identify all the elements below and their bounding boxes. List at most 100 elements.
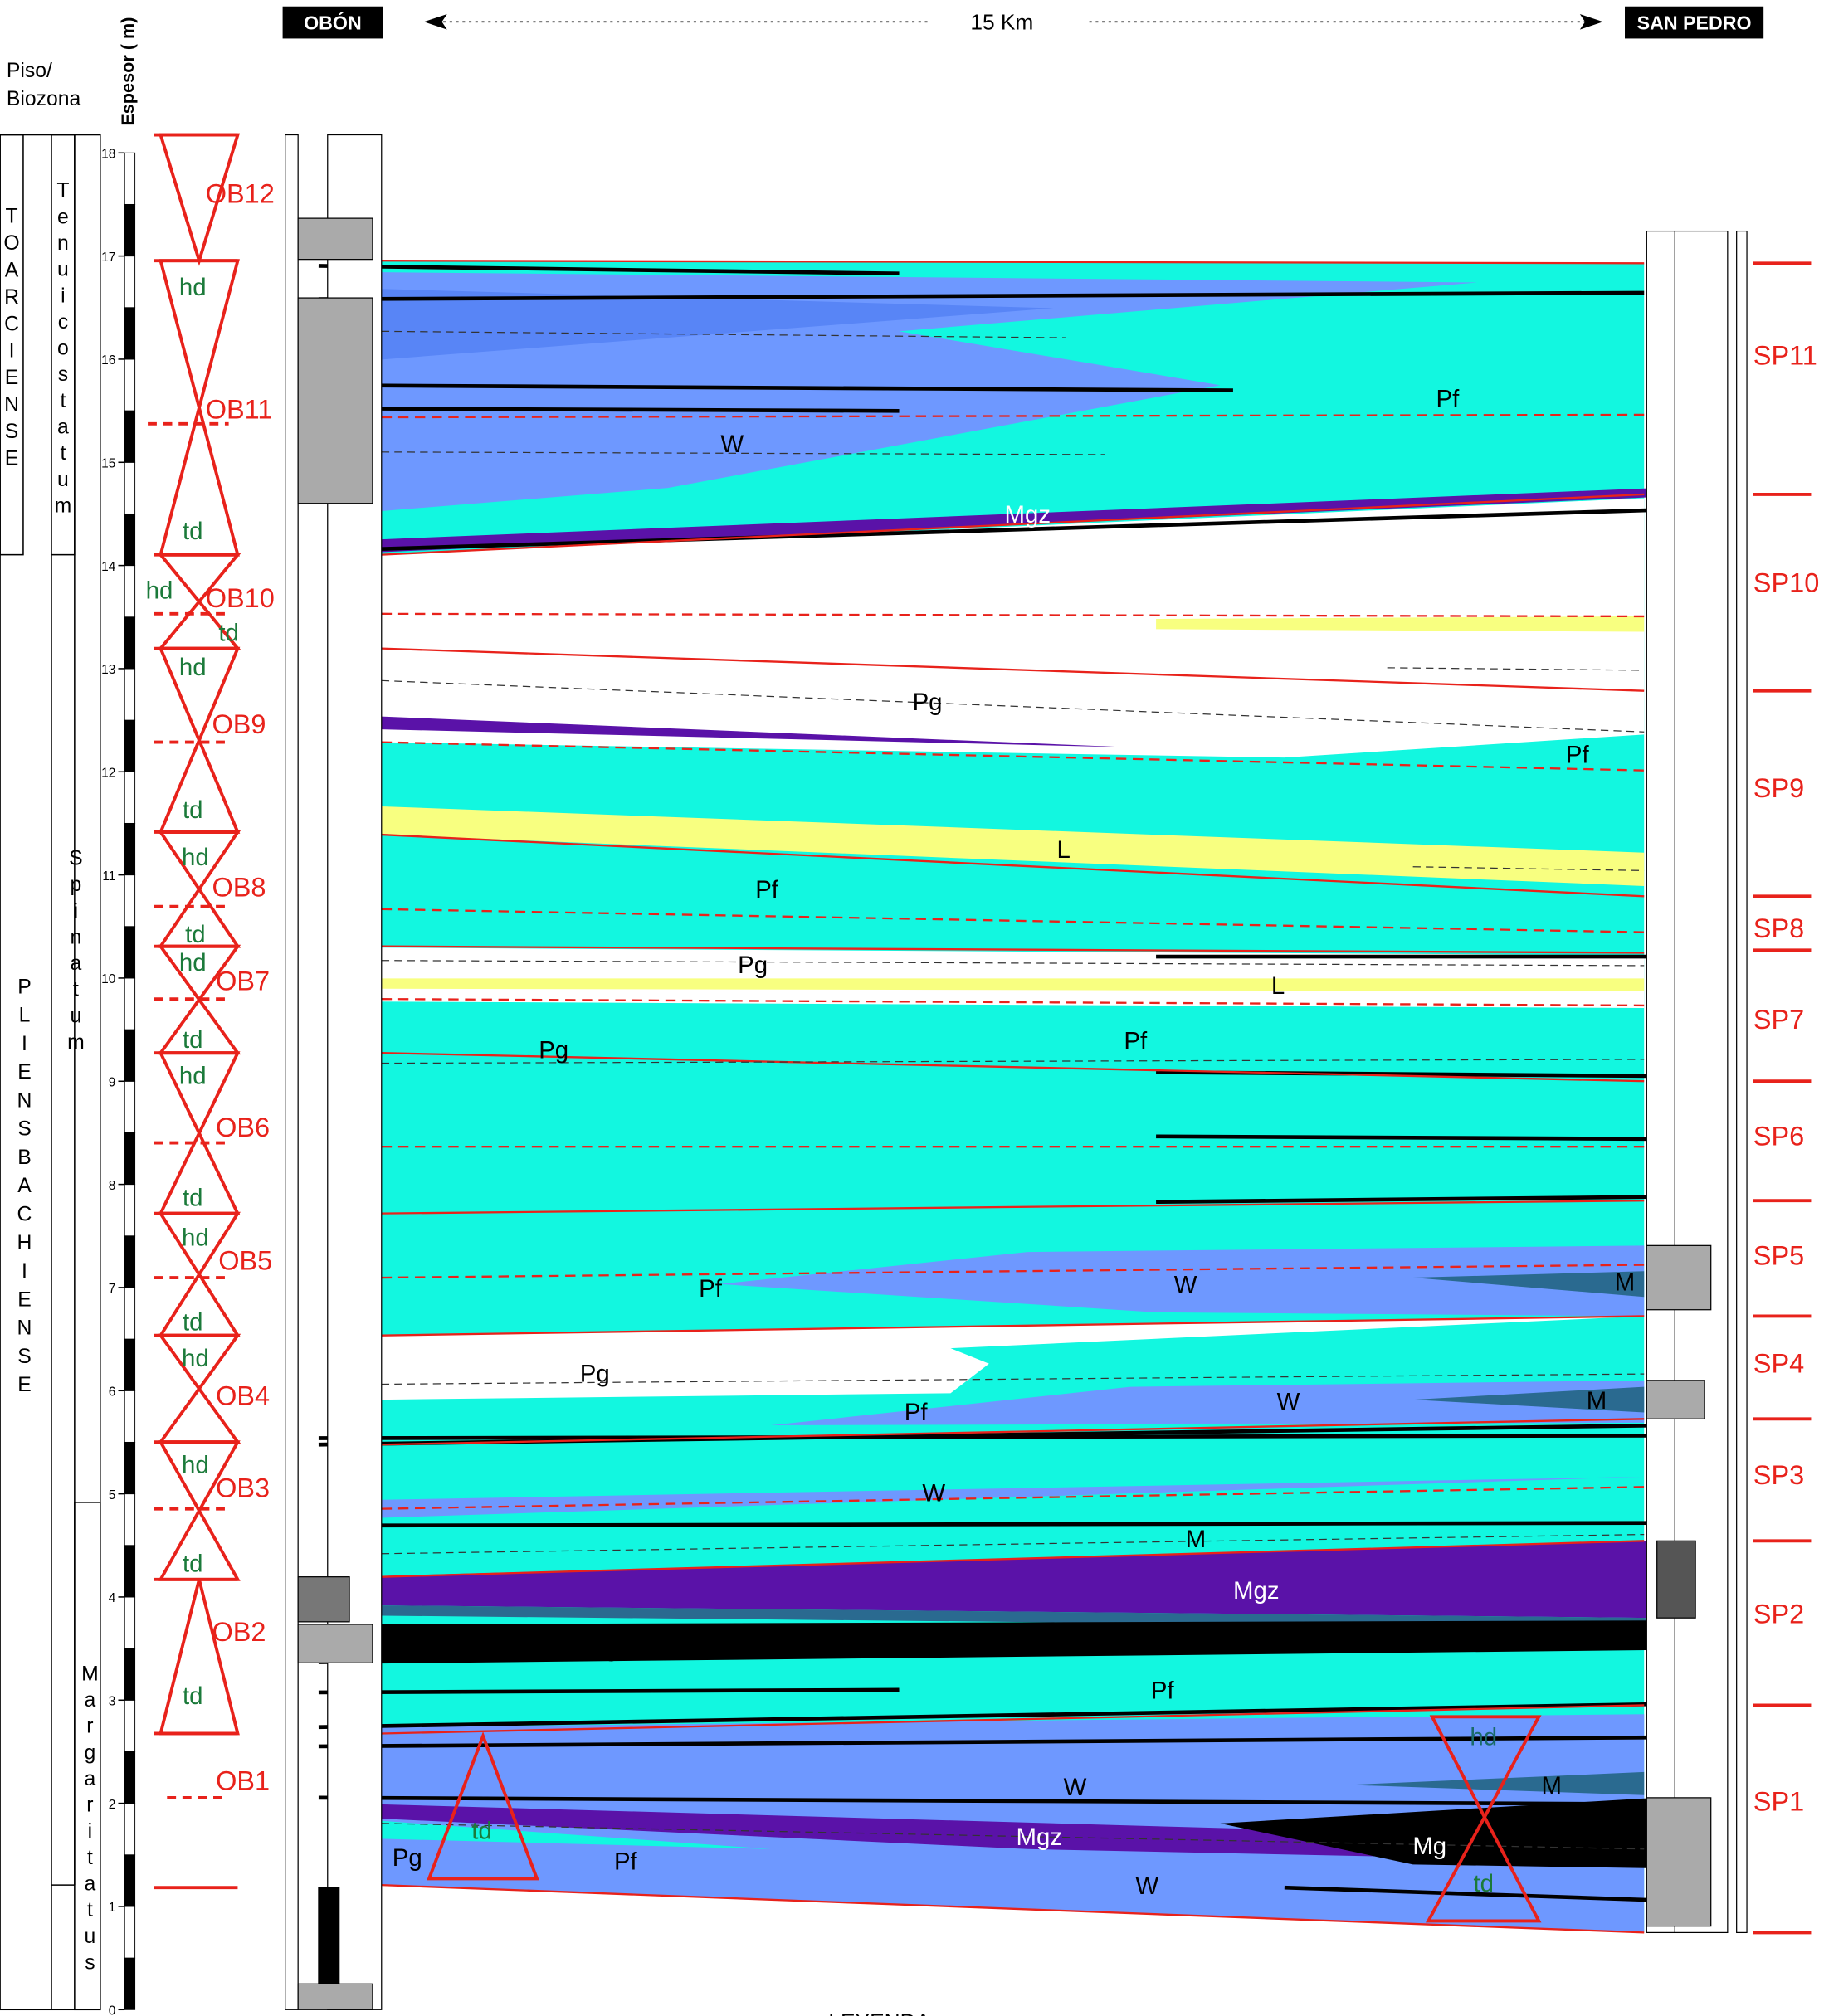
sanpedro-unit: SP8 bbox=[1753, 913, 1804, 943]
obon-unit: OB10 bbox=[206, 583, 275, 613]
biozone: Margaritatus bbox=[79, 1663, 101, 1978]
cycle-label: hd bbox=[179, 1062, 207, 1089]
facies-label: Pf bbox=[1436, 386, 1461, 413]
cycle-label: hd bbox=[1470, 1723, 1497, 1751]
tick-label: 2 bbox=[109, 1798, 116, 1812]
scale-segment bbox=[124, 1803, 136, 1856]
tick-label: 12 bbox=[101, 766, 115, 780]
scale-segment bbox=[124, 1699, 136, 1752]
obon-unit: OB6 bbox=[216, 1113, 270, 1142]
tick-label: 16 bbox=[101, 353, 115, 368]
obon-unit: OB9 bbox=[212, 709, 266, 739]
cycle-label: td bbox=[183, 1682, 203, 1710]
cycle-label: hd bbox=[179, 274, 207, 301]
obon-unit: OB1 bbox=[216, 1766, 270, 1796]
facies-label: Pf bbox=[1566, 741, 1590, 768]
facies-label: Mgz bbox=[1016, 1824, 1062, 1851]
facies-label: W bbox=[720, 431, 744, 458]
scale-segment bbox=[124, 616, 136, 670]
obon-unit: OB2 bbox=[212, 1617, 266, 1647]
cycle-label: hd bbox=[179, 949, 207, 976]
facies-panel bbox=[318, 260, 1664, 1934]
facies-label: Pg bbox=[913, 689, 943, 716]
facies-label: Pg bbox=[580, 1360, 610, 1387]
facies-label: L bbox=[1271, 972, 1285, 1000]
facies-label: Mg bbox=[1412, 1833, 1446, 1860]
scale-segment bbox=[124, 977, 136, 1030]
scale-segment bbox=[124, 1751, 136, 1804]
scale-segment bbox=[124, 1080, 136, 1133]
facies-label: W bbox=[1064, 1774, 1087, 1801]
facies-label: Mgz bbox=[1005, 501, 1051, 528]
tick-label: 8 bbox=[109, 1179, 116, 1193]
sanpedro-unit: SP11 bbox=[1753, 341, 1817, 371]
cycle-label: td bbox=[1474, 1870, 1495, 1897]
sanpedro-unit: SP10 bbox=[1753, 568, 1820, 598]
cycle-label: td bbox=[183, 1308, 203, 1336]
sanpedro-unit: SP7 bbox=[1753, 1005, 1804, 1035]
tick-label: 3 bbox=[109, 1694, 116, 1708]
cycle-shape bbox=[158, 1440, 241, 1581]
obon-unit: OB12 bbox=[206, 179, 275, 209]
facies-label: L bbox=[1056, 836, 1070, 864]
scale-segment bbox=[124, 410, 136, 463]
sanpedro-unit: SP4 bbox=[1753, 1349, 1804, 1379]
stage: TOARCIENSE bbox=[1, 206, 23, 475]
tick-label: 1 bbox=[109, 1901, 116, 1915]
obon-unit: OB4 bbox=[216, 1381, 270, 1410]
facies-label: Pf bbox=[1151, 1678, 1175, 1705]
scale-segment bbox=[124, 1854, 136, 1907]
tick-label: 13 bbox=[101, 663, 115, 677]
scale-segment bbox=[124, 1648, 136, 1701]
scale-segment bbox=[124, 1235, 136, 1288]
tick-label: 9 bbox=[109, 1075, 116, 1089]
cycle-label: hd bbox=[179, 654, 207, 681]
cycle-label: td bbox=[183, 1184, 203, 1211]
scale-segment bbox=[124, 1029, 136, 1082]
scale-segment bbox=[124, 1906, 136, 1959]
header: OBÓN SAN PEDRO 15 Km Piso/ Biozona Espes… bbox=[7, 6, 1764, 126]
scale-segment bbox=[124, 1132, 136, 1186]
tick-label: 18 bbox=[101, 147, 115, 161]
facies-label: Pg bbox=[393, 1844, 422, 1872]
scale-segment bbox=[124, 1957, 136, 2010]
sanpedro-unit: SP9 bbox=[1753, 773, 1804, 803]
tick-label: 7 bbox=[109, 1282, 116, 1296]
scale-segment bbox=[124, 513, 136, 567]
scale-segment bbox=[124, 152, 136, 205]
cycle-label: td bbox=[183, 1026, 203, 1054]
cycle-shape bbox=[159, 1579, 240, 1736]
cycle-label: td bbox=[218, 619, 239, 646]
obon-unit: OB7 bbox=[216, 966, 270, 996]
scale-segment bbox=[124, 1390, 136, 1443]
scale-segment bbox=[124, 771, 136, 824]
facies-label: W bbox=[1277, 1388, 1300, 1415]
obon-unit: OB11 bbox=[206, 395, 273, 425]
scale-segment bbox=[124, 1596, 136, 1649]
cycle-label: td bbox=[183, 796, 203, 824]
biozone: Spinatum bbox=[65, 848, 87, 1058]
scale-segment bbox=[124, 822, 136, 876]
facies-label: M bbox=[1615, 1269, 1635, 1297]
cycle-shape bbox=[158, 133, 241, 266]
biozone: Tenuicostatum bbox=[51, 180, 74, 521]
facies-label: Mgz bbox=[1233, 1577, 1280, 1605]
tick-label: 6 bbox=[109, 1385, 116, 1399]
facies-label: Pf bbox=[614, 1848, 638, 1876]
tick-label: 0 bbox=[109, 2004, 116, 2016]
sanpedro-unit: SP2 bbox=[1753, 1599, 1804, 1629]
stage-columns bbox=[0, 134, 101, 2011]
facies-label: M bbox=[871, 1619, 891, 1646]
facies-label: Pf bbox=[699, 1275, 723, 1303]
cycle-label: td bbox=[183, 1550, 203, 1577]
scale-segment bbox=[124, 203, 136, 257]
facies-label: M bbox=[1186, 1526, 1206, 1553]
header-right: SAN PEDRO bbox=[1637, 12, 1752, 34]
scale-segment bbox=[124, 1441, 136, 1495]
tick-label: 15 bbox=[101, 456, 115, 470]
obon-unit: OB5 bbox=[218, 1246, 272, 1276]
cycle-label: hd bbox=[182, 1224, 209, 1251]
scale-segment bbox=[124, 565, 136, 618]
